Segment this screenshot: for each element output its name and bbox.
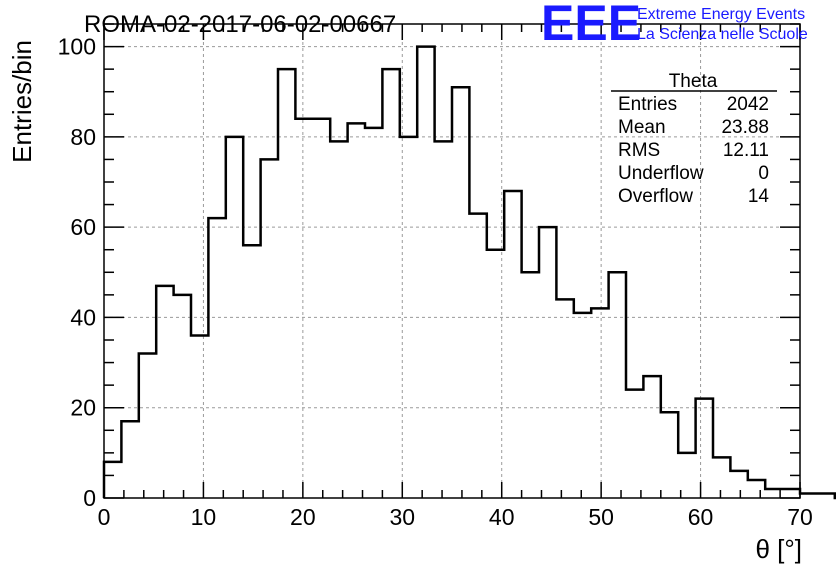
logo-mark: EEE [541,0,641,51]
histogram-line [102,45,836,500]
logo-line-1: Extreme Energy Events [637,6,805,23]
x-tick-label: 10 [191,504,217,530]
y-tick-label: 60 [70,214,96,240]
y-tick-label: 0 [83,485,96,511]
logo-line-2: La Scienza nelle Scuole [637,26,808,43]
stats-label-rms: RMS [618,140,660,161]
y-tick-label: 20 [70,395,96,421]
stats-value-underflow: 0 [758,163,769,184]
x-tick-label: 70 [787,504,813,530]
x-tick-label: 40 [489,504,515,530]
stats-box: Theta Entries 2042 Mean 23.88 RMS 12.11 … [611,71,777,207]
y-tick-label: 100 [58,34,96,60]
x-tick-label: 0 [98,504,111,530]
stats-title: Theta [669,71,718,92]
stats-label-mean: Mean [618,117,666,138]
y-tick-label: 40 [70,304,96,330]
stats-value-entries: 2042 [727,94,769,115]
x-tick-labels: 0 10 20 30 40 50 60 70 [98,504,813,530]
x-tick-label: 60 [688,504,714,530]
stats-value-mean: 23.88 [721,117,769,138]
stats-label-entries: Entries [618,94,677,115]
eee-logo: EEE Extreme Energy Events La Scienza nel… [541,0,808,51]
stats-value-rms: 12.11 [723,140,769,161]
stats-value-overflow: 14 [748,186,770,207]
chart-title: ROMA-02-2017-06-02-00667 [84,11,396,38]
y-tick-label: 80 [70,124,96,150]
y-tick-labels: 0 20 40 60 80 100 [58,34,96,511]
x-tick-label: 20 [290,504,316,530]
x-tick-label: 30 [389,504,415,530]
stats-label-overflow: Overflow [618,186,693,207]
axis-ticks [103,23,801,499]
x-axis-label: θ [°] [755,534,802,564]
plot-frame [103,23,801,499]
y-axis-label: Entries/bin [7,40,37,163]
stats-label-underflow: Underflow [618,163,704,184]
x-tick-label: 50 [588,504,614,530]
